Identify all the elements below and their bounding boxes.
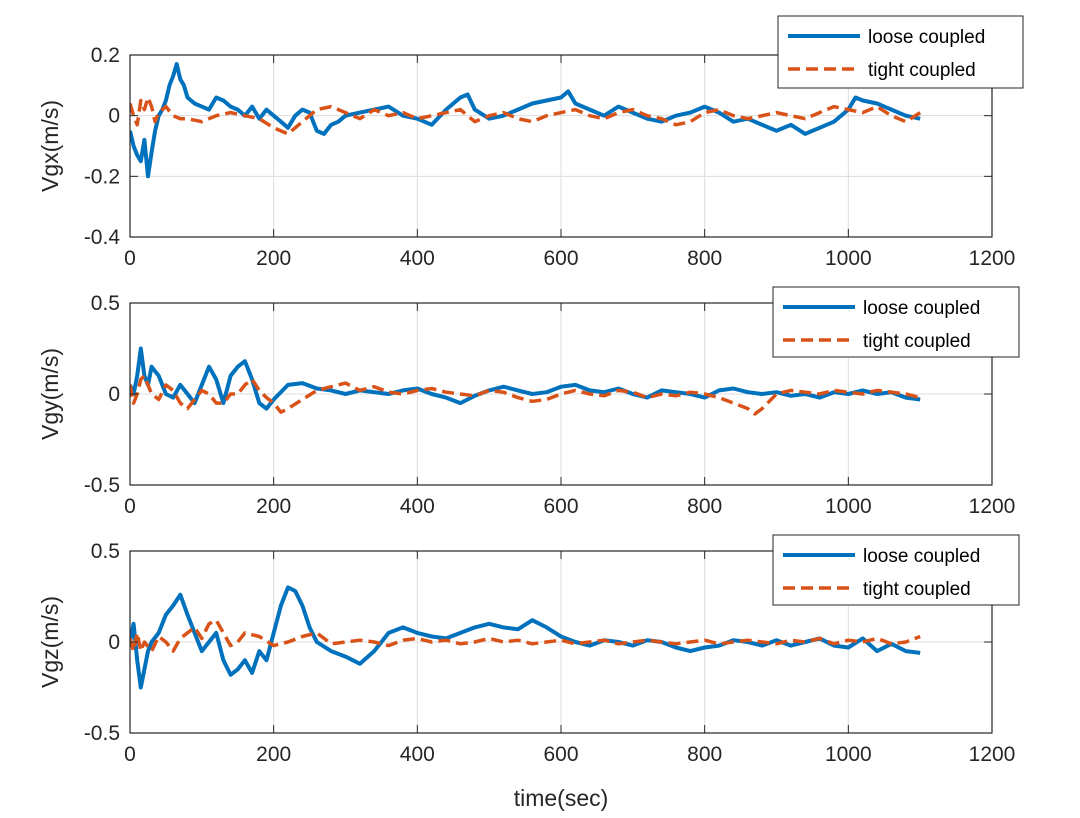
y-tick-label: -0.5 xyxy=(84,722,120,745)
tight-coupled-line xyxy=(130,618,921,653)
loose-coupled-line xyxy=(130,346,921,411)
legend-box xyxy=(777,15,1024,89)
x-tick-label: 400 xyxy=(400,743,435,766)
legend: loose coupled tight coupled xyxy=(772,286,1020,358)
legend-label: loose coupled xyxy=(868,27,985,48)
legend-label: tight coupled xyxy=(868,60,976,81)
y-axis-label: Vgz(m/s) xyxy=(37,596,63,688)
legend-box xyxy=(772,534,1020,606)
x-tick-label: 0 xyxy=(124,743,136,766)
y-tick-label: 0.2 xyxy=(91,44,120,67)
x-tick-label: 1000 xyxy=(825,743,872,766)
loose-coupled-line xyxy=(130,585,921,690)
x-tick-label: 400 xyxy=(400,247,435,270)
y-axis-label: Vgy(m/s) xyxy=(37,348,63,440)
subplot-vgy: 0 200 400 600 800 1000 1200-0.500.5Vgy(m/s)loo… xyxy=(37,286,1020,518)
x-tick-label: 200 xyxy=(256,495,291,518)
x-tick-label: 600 xyxy=(543,247,578,270)
y-tick-label: 0.5 xyxy=(91,292,120,315)
legend-label: tight coupled xyxy=(863,331,971,352)
x-tick-label: 1000 xyxy=(825,495,872,518)
legend: loose coupled tight coupled xyxy=(777,15,1024,89)
series-group xyxy=(130,585,921,690)
x-tick-label: 600 xyxy=(543,495,578,518)
series-group xyxy=(130,346,921,416)
tight-coupled-line xyxy=(130,95,922,136)
tight-coupled-line xyxy=(130,374,921,416)
y-tick-label: 0.5 xyxy=(91,540,120,563)
y-axis-label: Vgx(m/s) xyxy=(37,100,63,192)
x-tick-label: 0 xyxy=(124,247,136,270)
legend-box xyxy=(772,286,1020,358)
x-tick-label: 800 xyxy=(687,247,722,270)
y-tick-label: 0 xyxy=(108,383,120,406)
series-group xyxy=(130,62,922,179)
x-tick-label: 800 xyxy=(687,743,722,766)
y-tick-label: 0 xyxy=(108,105,120,128)
x-tick-label: 0 xyxy=(124,495,136,518)
y-tick-label: -0.4 xyxy=(84,226,121,249)
y-tick-label: 0 xyxy=(108,631,120,654)
x-tick-label: 200 xyxy=(256,743,291,766)
loose-coupled-line xyxy=(130,62,921,179)
legend-label: tight coupled xyxy=(863,579,971,600)
x-tick-label: 800 xyxy=(687,495,722,518)
x-tick-label: 600 xyxy=(543,743,578,766)
x-tick-label: 1200 xyxy=(969,495,1016,518)
y-tick-label: -0.2 xyxy=(84,165,120,188)
legend-label: loose coupled xyxy=(863,298,980,319)
subplot-vgz: 0 200 400 600 800 1000 1200-0.500.5Vgz(m/s)loo… xyxy=(37,534,1020,766)
x-axis-label: time(sec) xyxy=(514,785,609,811)
x-tick-label: 400 xyxy=(400,495,435,518)
legend-label: loose coupled xyxy=(863,546,980,567)
x-tick-label: 200 xyxy=(256,247,291,270)
x-tick-label: 1200 xyxy=(969,247,1016,270)
y-tick-label: -0.5 xyxy=(84,474,120,497)
subplot-vgx: 0 200 400 600 800 1000 1200 -0.4 -0.2 0 0.2 Vgx(m/s… xyxy=(37,15,1024,270)
x-tick-label: 1000 xyxy=(825,247,872,270)
x-tick-label: 1200 xyxy=(969,743,1016,766)
legend: loose coupled tight coupled xyxy=(772,534,1020,606)
